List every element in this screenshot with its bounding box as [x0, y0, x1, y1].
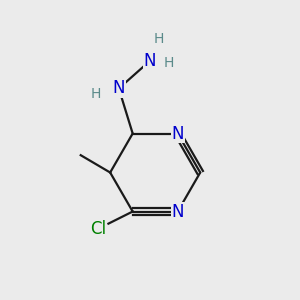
Text: N: N — [112, 80, 125, 98]
Text: Cl: Cl — [90, 220, 106, 238]
Text: H: H — [164, 56, 174, 70]
Text: H: H — [91, 87, 101, 101]
Text: N: N — [172, 202, 184, 220]
Text: H: H — [154, 32, 164, 46]
Text: N: N — [144, 52, 156, 70]
Text: N: N — [172, 124, 184, 142]
